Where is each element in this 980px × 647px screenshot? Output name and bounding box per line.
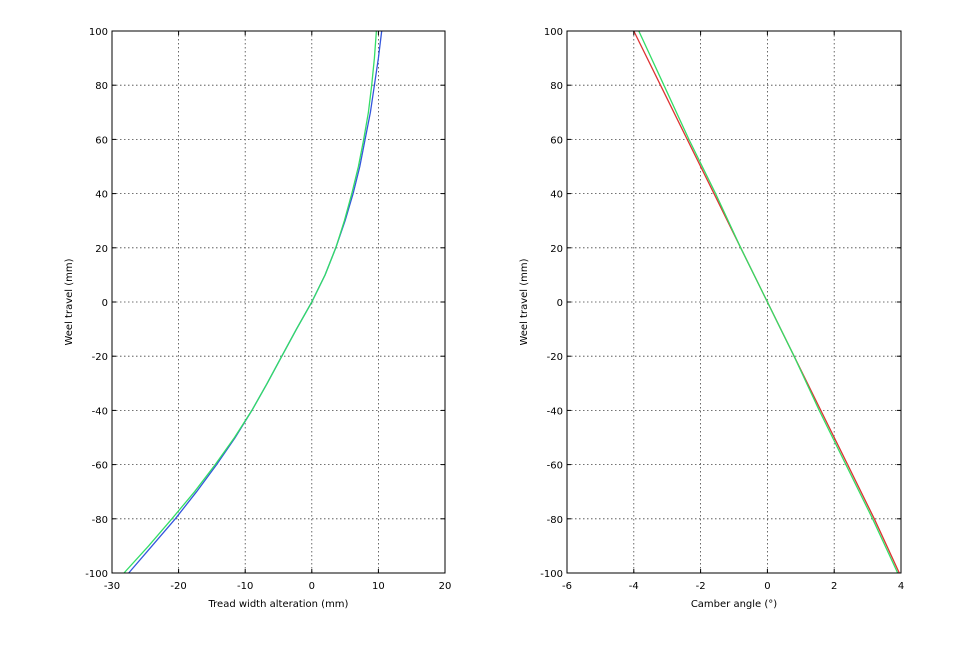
y-tick-label: 20 — [95, 244, 108, 255]
left-plot: -30 -20 -10 0 10 20-100-80-60-40-200204060801… — [64, 27, 451, 610]
y-tick-label: -80 — [547, 515, 563, 526]
y-tick-label: -100 — [540, 569, 563, 580]
x-tick-label: -6 — [562, 581, 572, 592]
x-tick-label: -2 — [696, 581, 706, 592]
series-line-2 — [638, 30, 899, 574]
x-tick-label: 20 — [439, 581, 452, 592]
y-axis-label: Weel travel (mm) — [64, 258, 75, 345]
axes-frame — [111, 30, 446, 574]
x-tick-label: 4 — [898, 581, 904, 592]
x-tick-label: 0 — [309, 581, 315, 592]
y-tick-label: -80 — [92, 515, 108, 526]
x-tick-label: -20 — [170, 581, 186, 592]
y-tick-label: 40 — [95, 190, 108, 201]
y-tick-label: -100 — [85, 569, 108, 580]
y-tick-label: -40 — [92, 406, 108, 417]
y-tick-label: -20 — [92, 352, 108, 363]
x-axis-label: Tread width alteration (mm) — [208, 599, 349, 610]
y-tick-label: 0 — [102, 298, 108, 309]
y-tick-label: 40 — [550, 190, 563, 201]
y-tick-label: 80 — [550, 81, 563, 92]
y-tick-label: -20 — [547, 352, 563, 363]
x-tick-label: 0 — [764, 581, 770, 592]
x-tick-label: 2 — [831, 581, 837, 592]
x-tick-label: -10 — [237, 581, 253, 592]
y-tick-label: 20 — [550, 244, 563, 255]
y-tick-label: 0 — [557, 298, 563, 309]
x-tick-label: -4 — [629, 581, 639, 592]
y-tick-label: 60 — [95, 135, 108, 146]
y-tick-label: -40 — [547, 406, 563, 417]
x-axis-label: Camber angle (°) — [691, 599, 777, 610]
y-tick-label: 60 — [550, 135, 563, 146]
y-tick-label: -60 — [547, 461, 563, 472]
y-tick-label: 100 — [89, 27, 108, 38]
y-axis-label: Weel travel (mm) — [519, 258, 530, 345]
y-tick-label: 80 — [95, 81, 108, 92]
y-tick-label: -60 — [92, 461, 108, 472]
series-line-2 — [123, 30, 378, 574]
axes-frame — [566, 30, 902, 574]
x-tick-label: -30 — [104, 581, 120, 592]
right-plot: -6 -4 -2 0 2 4-100-80-60-40-20020406080100Cam… — [519, 27, 904, 610]
y-tick-label: 100 — [544, 27, 563, 38]
series-line-1 — [128, 30, 383, 574]
x-tick-label: 10 — [372, 581, 385, 592]
